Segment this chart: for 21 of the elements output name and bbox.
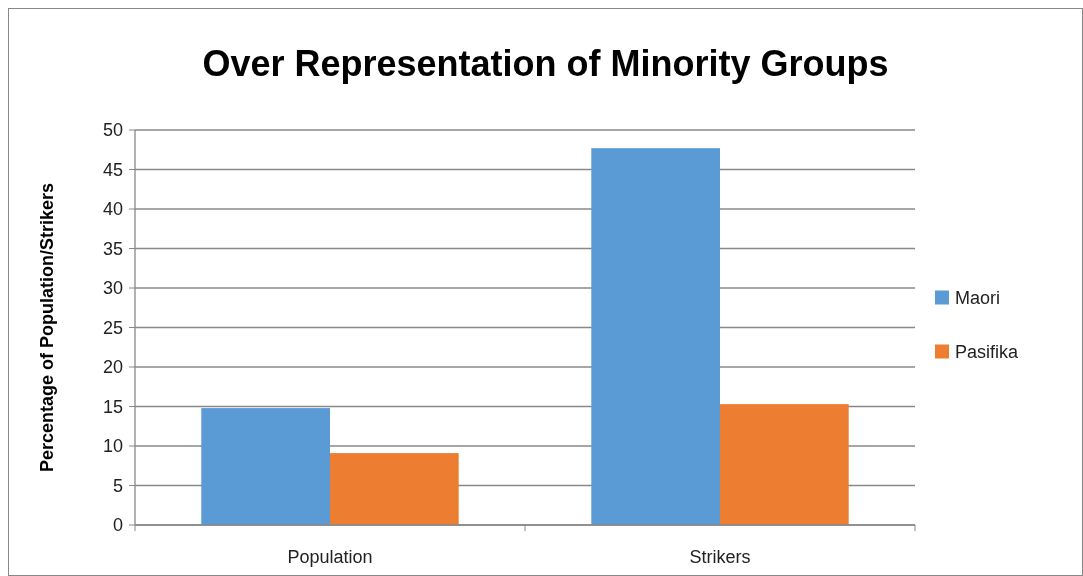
x-tick-label: Strikers bbox=[689, 547, 751, 567]
y-tick-label: 5 bbox=[112, 475, 123, 496]
y-tick-label: 0 bbox=[112, 515, 123, 536]
y-tick-label: 20 bbox=[102, 357, 123, 378]
bar bbox=[720, 404, 849, 525]
y-axis-title: Percentage of Population/Strikers bbox=[37, 182, 57, 473]
x-tick-label: Population bbox=[287, 547, 373, 567]
bar bbox=[201, 408, 330, 525]
y-tick-label: 10 bbox=[102, 436, 123, 457]
legend-label: Maori bbox=[955, 287, 1001, 308]
y-tick-label: 50 bbox=[102, 120, 123, 141]
chart-title: Over Representation of Minority Groups bbox=[202, 43, 889, 84]
bar bbox=[591, 148, 720, 525]
y-tick-label: 40 bbox=[102, 199, 123, 220]
y-tick-label: 25 bbox=[102, 317, 123, 338]
bar bbox=[330, 453, 459, 525]
legend-label: Pasifika bbox=[955, 341, 1020, 362]
y-tick-label: 30 bbox=[102, 278, 123, 299]
y-tick-label: 35 bbox=[102, 238, 123, 259]
y-tick-label: 45 bbox=[102, 159, 123, 180]
y-tick-label: 15 bbox=[102, 396, 123, 417]
